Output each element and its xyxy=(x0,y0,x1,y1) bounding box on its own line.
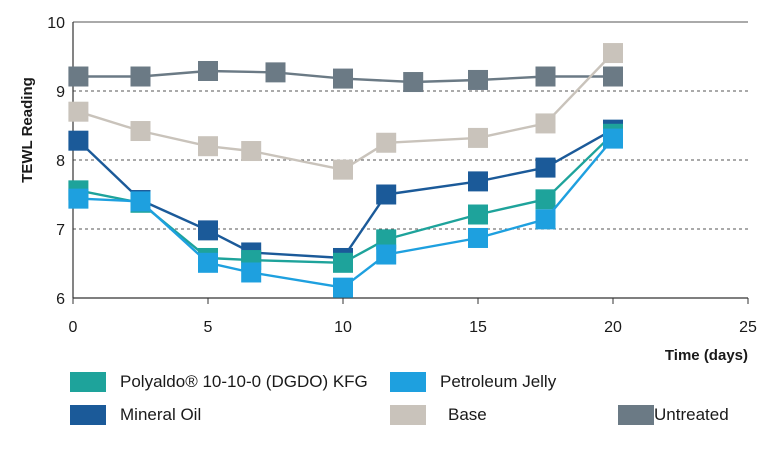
data-point-base-7 xyxy=(535,113,556,134)
data-point-untreated-6 xyxy=(468,69,488,90)
series-petroleum-jelly xyxy=(68,128,623,298)
data-point-polyaldo-10-10-0-dgdo-kfg-5 xyxy=(376,229,397,250)
y-tick-label-8: 8 xyxy=(56,153,65,170)
data-point-mineral-oil-6 xyxy=(468,171,488,192)
data-point-petroleum-jelly-4 xyxy=(333,277,353,298)
data-point-base-0 xyxy=(68,101,89,122)
x-tick-label-25: 25 xyxy=(739,319,757,336)
data-point-polyaldo-10-10-0-dgdo-kfg-7 xyxy=(535,189,556,210)
data-point-untreated-5 xyxy=(403,72,424,93)
data-point-untreated-1 xyxy=(130,66,151,87)
data-point-untreated-3 xyxy=(265,62,286,83)
data-point-base-6 xyxy=(468,127,488,148)
y-tick-label-7: 7 xyxy=(56,222,65,239)
data-point-base-4 xyxy=(333,159,353,180)
data-point-polyaldo-10-10-0-dgdo-kfg-6 xyxy=(468,204,488,225)
x-tick-label-10: 10 xyxy=(334,319,352,336)
y-axis-title: TEWL Reading xyxy=(19,77,36,183)
x-tick-label-20: 20 xyxy=(604,319,622,336)
data-point-petroleum-jelly-1 xyxy=(130,191,151,212)
data-point-petroleum-jelly-7 xyxy=(535,209,556,230)
data-point-base-1 xyxy=(130,121,151,142)
data-point-petroleum-jelly-6 xyxy=(468,227,488,248)
y-tick-labels: 6 7 8 9 10 xyxy=(47,15,65,308)
data-point-petroleum-jelly-2 xyxy=(198,252,218,273)
data-point-base-5 xyxy=(376,132,397,153)
data-point-untreated-0 xyxy=(68,66,89,87)
series-line-polyaldo-10-10-0-dgdo-kfg xyxy=(78,132,614,264)
data-point-base-3 xyxy=(241,141,262,162)
y-tick-label-6: 6 xyxy=(56,291,65,308)
data-point-petroleum-jelly-3 xyxy=(241,262,262,283)
y-tick-label-9: 9 xyxy=(56,84,65,101)
y-tick-label-10: 10 xyxy=(47,15,65,32)
series-untreated xyxy=(68,60,623,93)
data-point-base-2 xyxy=(198,136,218,157)
data-point-untreated-7 xyxy=(535,66,556,87)
data-point-untreated-8 xyxy=(603,66,623,87)
x-tick-label-15: 15 xyxy=(469,319,487,336)
data-point-petroleum-jelly-0 xyxy=(68,188,89,209)
x-tick-labels: 0 5 10 15 20 25 xyxy=(69,298,757,336)
data-point-mineral-oil-7 xyxy=(535,157,556,178)
x-tick-label-0: 0 xyxy=(69,319,78,336)
series-line-mineral-oil xyxy=(77,128,614,260)
data-point-petroleum-jelly-5 xyxy=(376,244,397,265)
plot-area xyxy=(68,43,623,298)
data-point-polyaldo-10-10-0-dgdo-kfg-4 xyxy=(333,252,353,273)
data-point-mineral-oil-5 xyxy=(376,184,397,205)
data-point-untreated-4 xyxy=(333,68,353,89)
data-point-petroleum-jelly-8 xyxy=(603,128,623,149)
x-tick-label-5: 5 xyxy=(204,319,213,336)
series-base xyxy=(68,43,623,180)
data-point-mineral-oil-0 xyxy=(68,130,89,151)
data-point-untreated-2 xyxy=(198,60,218,81)
x-axis-title: Time (days) xyxy=(665,347,748,364)
data-point-base-8 xyxy=(603,43,623,64)
gridlines xyxy=(73,21,748,230)
data-point-mineral-oil-2 xyxy=(198,220,218,241)
